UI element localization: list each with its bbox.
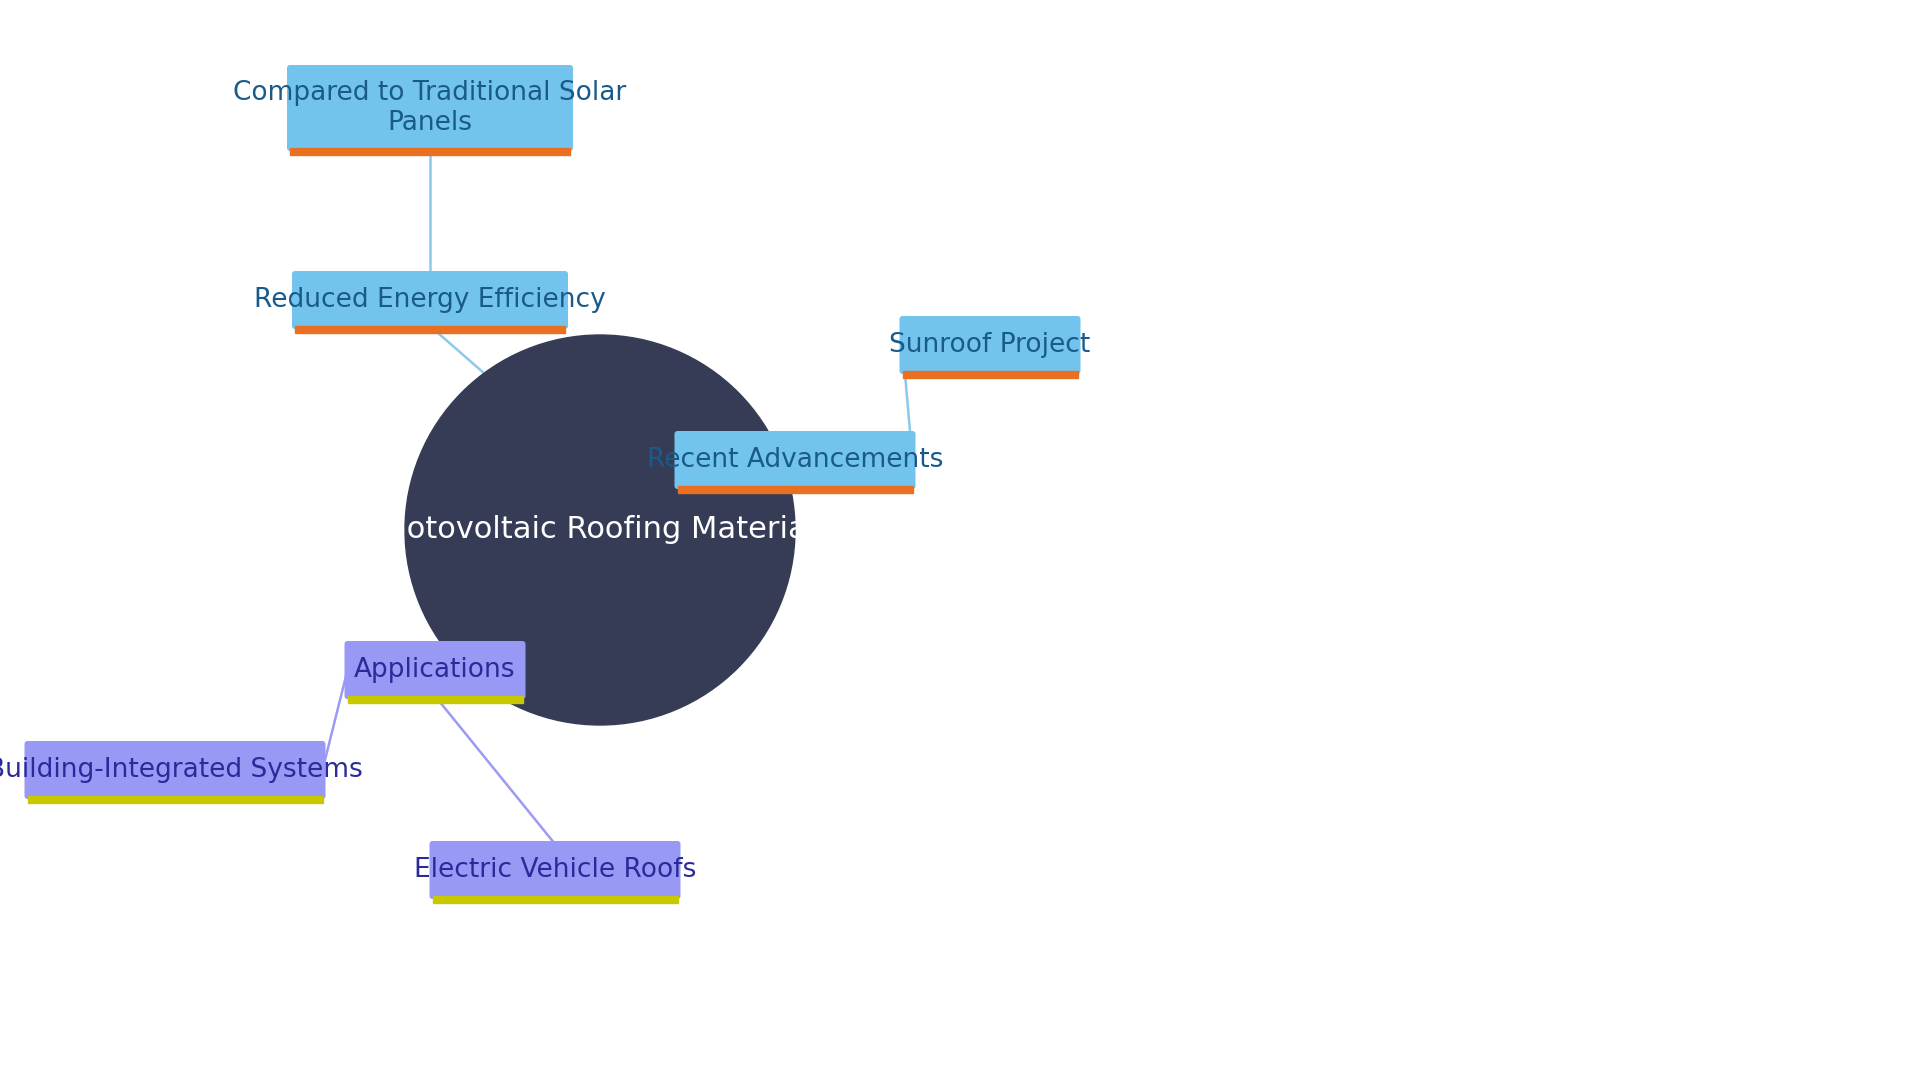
FancyBboxPatch shape <box>292 271 568 329</box>
Text: Sunroof Project: Sunroof Project <box>889 332 1091 357</box>
Bar <box>678 486 912 492</box>
Text: Building-Integrated Systems: Building-Integrated Systems <box>0 757 363 783</box>
Text: Reduced Energy Efficiency: Reduced Energy Efficiency <box>253 287 607 313</box>
FancyBboxPatch shape <box>286 65 572 151</box>
FancyBboxPatch shape <box>344 642 526 699</box>
Text: Applications: Applications <box>355 657 516 683</box>
FancyBboxPatch shape <box>899 316 1081 374</box>
Bar <box>432 896 678 903</box>
FancyBboxPatch shape <box>430 841 680 899</box>
Text: Recent Advancements: Recent Advancements <box>647 447 943 473</box>
Bar <box>348 696 522 703</box>
FancyBboxPatch shape <box>25 741 326 799</box>
Ellipse shape <box>405 335 795 725</box>
Text: Photovoltaic Roofing Materials: Photovoltaic Roofing Materials <box>369 515 831 544</box>
Bar <box>290 148 570 156</box>
Bar <box>27 796 323 804</box>
Text: Electric Vehicle Roofs: Electric Vehicle Roofs <box>415 858 697 883</box>
Bar <box>902 372 1077 378</box>
FancyBboxPatch shape <box>674 431 916 489</box>
Text: Compared to Traditional Solar
Panels: Compared to Traditional Solar Panels <box>234 80 626 136</box>
Bar <box>296 326 564 333</box>
